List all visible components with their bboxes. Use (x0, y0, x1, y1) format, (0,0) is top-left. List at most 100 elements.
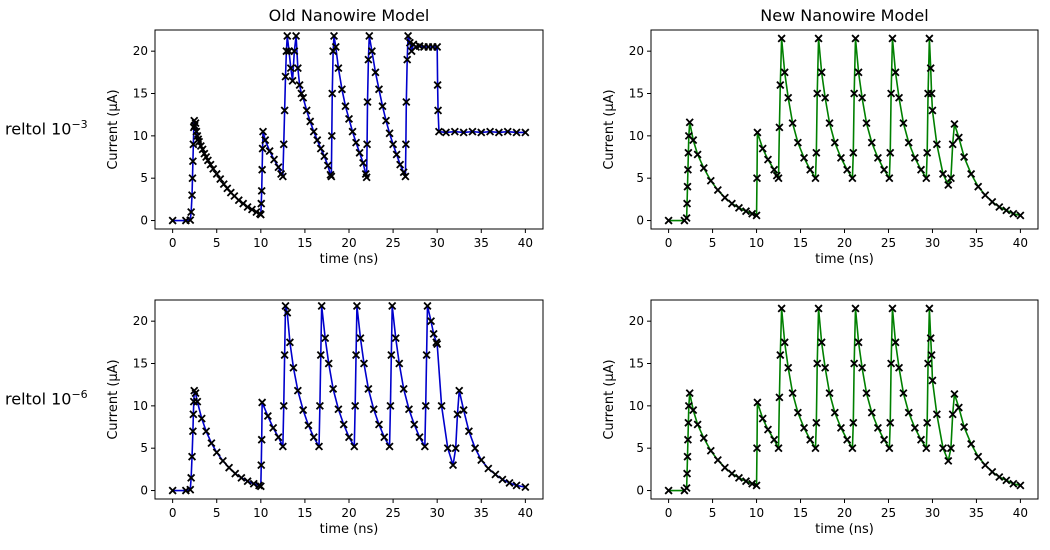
data-point-marker (944, 456, 953, 465)
data-point-marker (774, 444, 783, 453)
data-point-marker (682, 483, 691, 493)
data-point-marker (922, 174, 931, 183)
data-point-marker (279, 401, 288, 410)
data-point-marker (988, 197, 997, 206)
data-point-marker (770, 435, 779, 444)
data-point-marker (274, 433, 283, 442)
x-tick-label: 35 (969, 506, 984, 520)
y-tick-label: 5 (140, 171, 148, 185)
data-point-marker (450, 127, 459, 136)
data-point-marker (904, 408, 913, 417)
x-tick-label: 35 (474, 506, 489, 520)
data-point-marker (885, 174, 894, 183)
data-point-marker (950, 389, 959, 399)
data-point-marker (788, 119, 797, 128)
data-point-marker (314, 442, 324, 451)
data-point-marker (988, 467, 997, 476)
data-point-marker (187, 191, 197, 200)
data-point-marker (304, 421, 313, 430)
data-point-marker (817, 68, 826, 77)
data-point-marker (288, 76, 297, 85)
data-point-marker (212, 448, 221, 457)
data-point-marker (894, 93, 904, 102)
data-point-marker (282, 47, 291, 56)
data-point-marker (780, 338, 789, 347)
data-point-marker (302, 106, 311, 115)
data-point-marker (433, 339, 442, 349)
data-point-marker (910, 153, 919, 162)
data-point-marker (355, 148, 364, 157)
data-point-marker (1002, 476, 1011, 485)
data-point-marker (689, 406, 698, 415)
data-point-marker (836, 153, 846, 162)
data-point-marker (741, 207, 751, 216)
data-point-marker (491, 470, 500, 479)
data-point-marker (402, 97, 411, 107)
data-point-marker (793, 408, 802, 417)
data-point-marker (351, 401, 360, 410)
data-point-marker (995, 472, 1004, 482)
data-point-marker (899, 119, 908, 128)
y-tick-label: 5 (140, 441, 148, 455)
data-point-marker (258, 398, 267, 407)
chart-panel-3: 0 5 10 15 20 25 30 35 40 0 5 10 15 20 time (ns) Current… (106, 299, 544, 537)
x-tick-label: 0 (169, 506, 177, 520)
data-point-marker (187, 452, 197, 461)
y-tick-label: 15 (133, 87, 148, 101)
data-point-marker (356, 334, 365, 343)
y-tick-label: 0 (140, 484, 148, 498)
row-label-reltol-1e-3: reltol 10−3 (5, 118, 88, 138)
data-point-marker (858, 363, 867, 372)
data-point-marker (727, 199, 736, 208)
data-point-marker (289, 363, 298, 372)
x-tick-label: 30 (925, 506, 940, 520)
data-point-marker (295, 81, 304, 90)
data-point-marker (862, 119, 871, 128)
data-point-marker (437, 401, 446, 410)
data-point-marker (486, 127, 495, 136)
x-axis-label: time (ns) (815, 522, 874, 537)
data-point-marker (854, 338, 863, 347)
data-point-marker (386, 401, 395, 410)
data-point-marker (683, 452, 692, 461)
data-point-marker (960, 152, 969, 162)
data-point-marker (202, 427, 211, 436)
data-point-marker (348, 127, 357, 136)
chart-title: Old Nanowire Model (269, 6, 430, 25)
series-line (172, 35, 526, 222)
data-point-marker (981, 461, 990, 470)
x-tick-label: 20 (341, 236, 356, 250)
x-tick-label: 15 (297, 506, 312, 520)
data-point-marker (734, 473, 743, 482)
data-point-marker (521, 483, 530, 492)
row-label-exponent: −6 (71, 388, 88, 401)
data-point-marker (270, 155, 279, 164)
data-point-marker (693, 150, 702, 159)
x-tick-label: 15 (793, 506, 808, 520)
data-point-marker (775, 393, 784, 402)
data-point-marker (684, 418, 693, 427)
y-axis-label: Current (μA) (106, 89, 121, 169)
data-point-marker (974, 452, 983, 461)
x-axis-label: time (ns) (320, 522, 379, 537)
data-point-marker (776, 81, 785, 90)
x-tick-label: 5 (709, 236, 717, 250)
data-point-marker (812, 148, 821, 157)
data-point-marker (814, 34, 823, 43)
data-point-marker (352, 301, 361, 310)
data-point-marker (321, 334, 330, 343)
data-point-marker (770, 165, 779, 174)
data-point-marker (967, 439, 976, 448)
data-point-marker (280, 106, 289, 115)
series-1 (664, 34, 1025, 225)
data-point-marker (830, 408, 839, 417)
data-point-marker (927, 351, 936, 360)
data-point-marker (954, 133, 963, 142)
data-point-marker (752, 444, 762, 453)
y-tick-label: 20 (133, 314, 148, 328)
x-tick-label: 0 (665, 506, 673, 520)
x-tick-label: 40 (1013, 506, 1028, 520)
data-point-marker (421, 401, 430, 410)
data-point-marker (415, 433, 424, 442)
data-point-marker (894, 363, 904, 372)
